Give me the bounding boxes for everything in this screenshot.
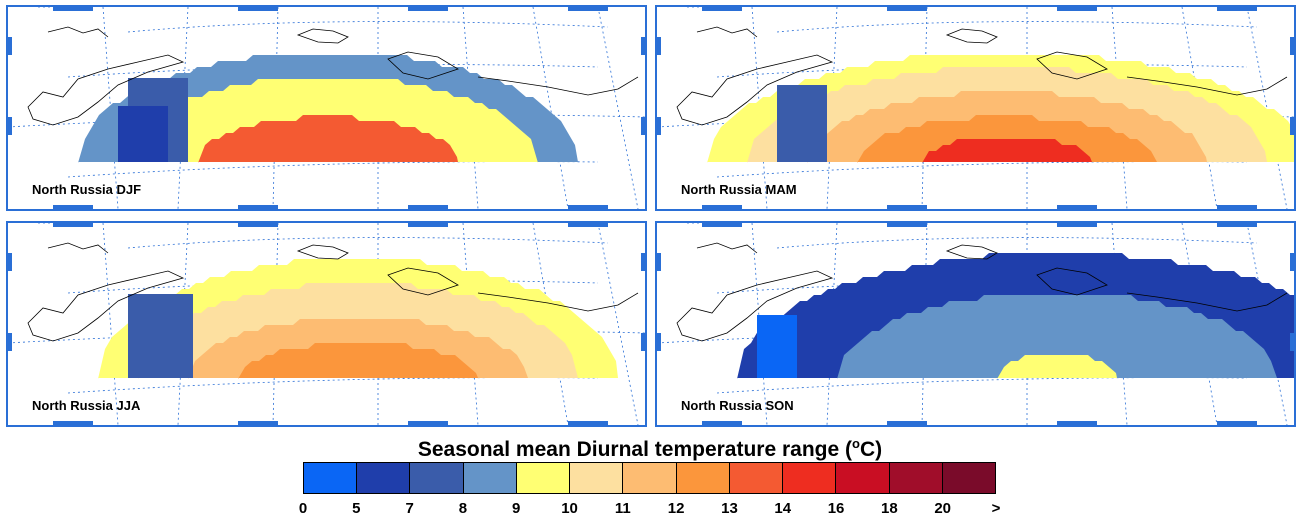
dtr-region: [198, 115, 458, 163]
panel-title-mam: North Russia MAM: [681, 182, 797, 197]
son-map: [657, 223, 1294, 425]
panel-title-son: North Russia SON: [681, 398, 794, 413]
map-panel-mam: North Russia MAM: [655, 5, 1296, 211]
dtr-region: [777, 85, 827, 162]
djf-map: [8, 7, 645, 209]
colorbar-tick-label: 13: [721, 500, 738, 517]
colorbar-swatch: [463, 463, 517, 493]
dtr-region: [238, 343, 478, 379]
legend-title: Seasonal mean Diurnal temperature range …: [417, 436, 883, 461]
dtr-region: [837, 295, 1277, 379]
frame-ticks: [8, 7, 645, 209]
colorbar-tick-label: >: [991, 500, 1001, 517]
colorbar-swatch: [357, 463, 411, 493]
colorbar-swatch: [516, 463, 571, 493]
colorbar-swatch: [676, 463, 730, 493]
dtr-region: [922, 139, 1092, 163]
frame-ticks: [8, 223, 645, 425]
colorbar-swatch: [570, 463, 624, 493]
colorbar-swatch: [410, 463, 464, 493]
colorbar-swatch: [623, 463, 677, 493]
colorbar-swatch: [783, 463, 837, 493]
jja-map: [8, 223, 645, 425]
colorbar-tick-label: 9: [512, 500, 521, 517]
colorbar-tick-label: 16: [827, 500, 845, 517]
dtr-region: [128, 294, 193, 378]
colorbar-swatch: [889, 463, 943, 493]
coastline: [27, 242, 639, 342]
dtr-region: [118, 106, 168, 162]
colorbar-tick-label: 12: [667, 500, 685, 517]
colorbar-tick-label: 10: [561, 500, 578, 517]
coastline: [676, 242, 1288, 342]
panel-title-jja: North Russia JJA: [32, 398, 141, 413]
colorbar-swatch: [836, 463, 890, 493]
colorbar: [303, 462, 996, 494]
colorbar-swatch: [304, 463, 358, 493]
colorbar-tick-label: 5: [352, 500, 361, 517]
map-panel-son: North Russia SON: [655, 221, 1296, 427]
colorbar-tick-label: 0: [298, 500, 308, 517]
coastline: [676, 26, 1288, 126]
colorbar-tick-label: 20: [934, 500, 952, 517]
dtr-region: [757, 315, 797, 378]
colorbar-swatch: [942, 463, 996, 493]
colorbar-tick-label: 8: [458, 500, 468, 517]
colorbar-tick-label: 7: [405, 500, 414, 517]
colorbar-tick-label: 11: [614, 500, 631, 517]
panel-title-djf: North Russia DJF: [32, 182, 142, 197]
colorbar-tick-label: 18: [881, 500, 898, 517]
colorbar-tick-label: 14: [774, 500, 792, 517]
coastline: [27, 26, 639, 126]
frame-ticks: [657, 7, 1294, 209]
map-panel-jja: North Russia JJA: [6, 221, 647, 427]
dtr-region: [997, 355, 1117, 379]
frame-ticks: [657, 223, 1294, 425]
map-panel-djf: North Russia DJF: [6, 5, 647, 211]
colorbar-swatch: [729, 463, 784, 493]
mam-map: [657, 7, 1294, 209]
